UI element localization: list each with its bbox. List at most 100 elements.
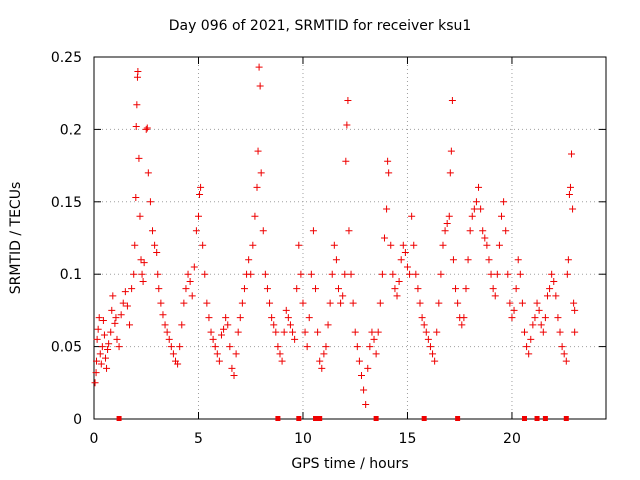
data-point (157, 299, 165, 307)
data-point (448, 96, 456, 104)
data-point (537, 321, 545, 329)
y-tick-label: 0 (73, 412, 82, 428)
data-point (378, 270, 386, 278)
data-point (351, 328, 359, 336)
gap-marker (421, 416, 427, 421)
data-point (439, 241, 447, 249)
data-point (95, 314, 103, 322)
data-point (518, 299, 526, 307)
data-point (332, 256, 340, 264)
data-point (131, 241, 139, 249)
data-point (477, 205, 485, 213)
x-tick-label: 0 (90, 431, 99, 447)
data-point (203, 299, 211, 307)
y-tick-label: 0.2 (60, 122, 82, 138)
data-point (91, 379, 99, 387)
data-point (342, 157, 350, 165)
data-point (174, 360, 182, 368)
data-point (552, 292, 560, 300)
data-point (299, 299, 307, 307)
data-point (289, 328, 297, 336)
data-point (142, 125, 150, 133)
data-point (452, 285, 460, 293)
data-point (326, 299, 334, 307)
data-point (562, 357, 570, 365)
data-point (543, 292, 551, 300)
data-point (109, 292, 117, 300)
data-point (406, 270, 414, 278)
data-point (188, 292, 196, 300)
data-point (312, 285, 320, 293)
data-point (418, 314, 426, 322)
gap-marker (521, 416, 527, 421)
data-point (105, 340, 113, 348)
gap-marker (563, 416, 569, 421)
data-points (91, 63, 579, 409)
data-point (563, 270, 571, 278)
data-point (500, 198, 508, 206)
data-point (322, 343, 330, 351)
data-point (362, 401, 370, 409)
data-point (128, 285, 136, 293)
data-point (186, 277, 194, 285)
data-point (97, 360, 105, 368)
data-point (414, 285, 422, 293)
axis-ticks: 0 0.05 0.1 0.15 0.2 0.25 0 5 10 15 20 (51, 50, 606, 447)
data-point (207, 328, 215, 336)
data-point (548, 270, 556, 278)
data-point (525, 350, 533, 358)
data-point (104, 345, 112, 353)
data-point (475, 183, 483, 191)
data-point (479, 227, 487, 235)
data-point (228, 364, 236, 372)
plot-area (93, 56, 607, 420)
data-point (255, 63, 263, 71)
data-point (301, 328, 309, 336)
data-point (387, 241, 395, 249)
data-point (137, 256, 145, 264)
data-point (274, 343, 282, 351)
x-tick-label: 5 (194, 431, 203, 447)
data-point (165, 335, 173, 343)
data-point (357, 372, 365, 380)
data-point (389, 270, 397, 278)
data-point (132, 123, 140, 131)
data-point (197, 183, 205, 191)
data-point (263, 285, 271, 293)
data-point (339, 292, 347, 300)
data-point (495, 241, 503, 249)
data-point (213, 350, 221, 358)
data-point (309, 227, 317, 235)
data-point (422, 328, 430, 336)
data-point (155, 285, 163, 293)
data-point (481, 234, 489, 242)
gap-marker (455, 416, 461, 421)
data-point (416, 299, 424, 307)
data-point (458, 321, 466, 329)
data-point (412, 270, 420, 278)
data-point (115, 343, 123, 351)
data-point (136, 212, 144, 220)
data-point (491, 292, 499, 300)
data-point (443, 220, 451, 228)
data-point (259, 227, 267, 235)
data-point (408, 212, 416, 220)
data-point (374, 328, 382, 336)
data-point (220, 325, 228, 333)
data-point (454, 299, 462, 307)
data-point (130, 270, 138, 278)
data-point (282, 306, 290, 314)
data-point (272, 328, 280, 336)
data-point (176, 343, 184, 351)
data-point (570, 299, 578, 307)
data-point (192, 227, 200, 235)
data-point (117, 311, 125, 319)
data-point (433, 328, 441, 336)
data-point (153, 248, 161, 256)
data-point (372, 350, 380, 358)
data-point (512, 285, 520, 293)
data-point (364, 364, 372, 372)
data-point (399, 241, 407, 249)
data-point (238, 299, 246, 307)
data-point (256, 82, 264, 90)
